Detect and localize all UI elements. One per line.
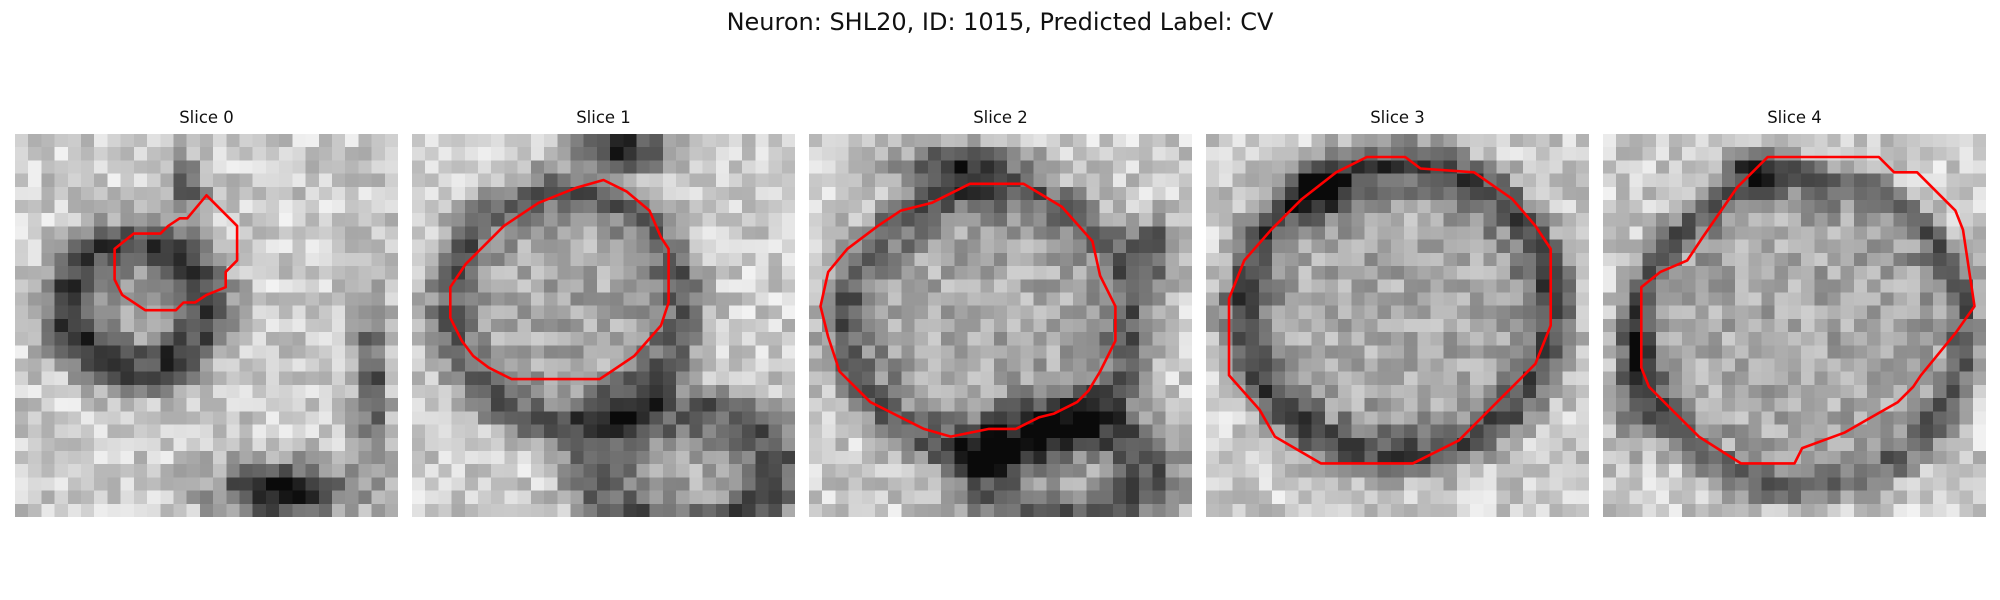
slice-title: Slice 0 (179, 108, 234, 127)
neuron-contour (819, 182, 1117, 438)
pixel-grid (1206, 134, 1589, 517)
slice-image (1603, 134, 1986, 517)
figure-title: Neuron: SHL20, ID: 1015, Predicted Label… (726, 8, 1274, 36)
slice-image (1206, 134, 1589, 517)
neuron-contour (1639, 155, 1976, 465)
pixel-grid (15, 134, 398, 517)
slice-title: Slice 4 (1767, 108, 1822, 127)
pixel-grid (412, 134, 795, 517)
slice-title: Slice 3 (1370, 108, 1425, 127)
neuron-contour (113, 193, 239, 312)
neuron-contour (448, 178, 670, 381)
pixel-grid (809, 134, 1192, 517)
slice-title: Slice 2 (973, 108, 1028, 127)
slice-image (412, 134, 795, 517)
slice-title: Slice 1 (576, 108, 631, 127)
slice-image (809, 134, 1192, 517)
slice-image (15, 134, 398, 517)
neuron-contour (1227, 155, 1553, 465)
pixel-grid (1603, 134, 1986, 517)
